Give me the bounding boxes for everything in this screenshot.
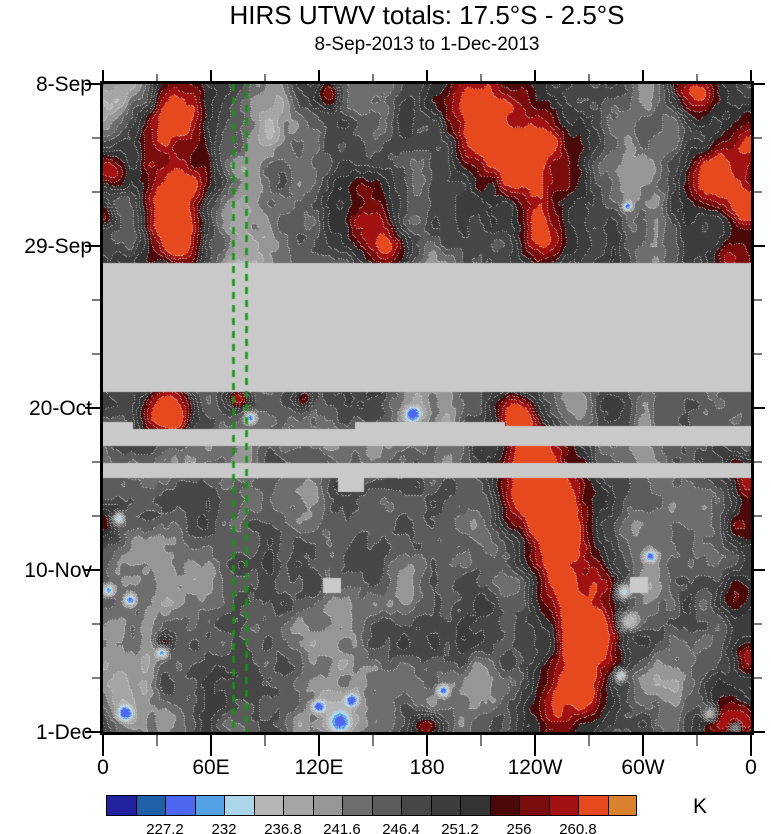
major-tick-mark — [425, 70, 429, 81]
major-tick-mark — [754, 82, 765, 86]
major-tick-mark — [101, 735, 105, 756]
minor-tick-mark — [754, 677, 762, 679]
minor-tick-mark — [588, 74, 590, 81]
colorbar-tick-label: 251.2 — [441, 821, 479, 834]
chart-subtitle: 8-Sep-2013 to 1-Dec-2013 — [314, 34, 540, 55]
major-tick-mark — [641, 70, 645, 81]
minor-tick-mark — [92, 137, 100, 139]
minor-tick-mark — [92, 191, 100, 193]
minor-tick-mark — [754, 623, 762, 625]
major-tick-mark — [85, 730, 100, 734]
major-tick-mark — [533, 70, 537, 81]
colorbar-tick-label: 227.2 — [146, 821, 184, 834]
x-axis-tick-label: 0 — [97, 756, 109, 779]
minor-tick-mark — [264, 74, 266, 81]
major-tick-mark — [209, 735, 213, 756]
minor-tick-mark — [696, 74, 698, 81]
minor-tick-mark — [372, 74, 374, 81]
x-axis-tick-label: 60E — [192, 756, 230, 779]
minor-tick-mark — [156, 74, 158, 81]
x-axis-tick-label: 120W — [507, 756, 563, 779]
colorbar-cell — [106, 795, 137, 816]
colorbar-unit-label: K — [692, 795, 707, 818]
colorbar-tick-label: 232 — [211, 821, 237, 834]
colorbar-cell — [135, 795, 166, 816]
minor-tick-mark — [156, 735, 158, 746]
minor-tick-mark — [92, 515, 100, 517]
colorbar-cell — [548, 795, 579, 816]
colorbar-tick-label: 236.8 — [264, 821, 302, 834]
y-axis-tick-label: 29-Sep — [24, 235, 92, 258]
y-axis-tick-label: 20-Oct — [28, 397, 92, 420]
minor-tick-mark — [372, 735, 374, 746]
colorbar-cell — [489, 795, 520, 816]
y-axis-tick-label: 1-Dec — [35, 721, 92, 744]
x-axis-tick-label: 60W — [621, 756, 665, 779]
minor-tick-mark — [754, 299, 762, 301]
colorbar-cell — [578, 795, 609, 816]
minor-tick-mark — [588, 735, 590, 746]
colorbar-cell — [401, 795, 432, 816]
minor-tick-mark — [754, 353, 762, 355]
minor-tick-mark — [754, 191, 762, 193]
minor-tick-mark — [480, 735, 482, 746]
major-tick-mark — [749, 735, 753, 756]
colorbar-cell — [312, 795, 343, 816]
minor-tick-mark — [754, 515, 762, 517]
chart-title: HIRS UTWV totals: 17.5°S - 2.5°S — [229, 0, 625, 30]
colorbar-cell — [224, 795, 255, 816]
colorbar-tick-label: 246.4 — [382, 821, 420, 834]
colorbar-cell — [607, 795, 637, 816]
colorbar-cell — [194, 795, 225, 816]
major-tick-mark — [533, 735, 537, 756]
colorbar-tick-label: 260.8 — [559, 821, 597, 834]
colorbar — [106, 795, 637, 816]
major-tick-mark — [209, 70, 213, 81]
colorbar-cell — [253, 795, 284, 816]
y-axis-tick-label: 10-Nov — [24, 559, 92, 582]
y-axis-tick-label: 8-Sep — [35, 73, 92, 96]
major-tick-mark — [749, 70, 753, 81]
minor-tick-mark — [92, 461, 100, 463]
major-tick-mark — [754, 730, 765, 734]
major-tick-mark — [317, 735, 321, 756]
x-axis-tick-label: 0 — [745, 756, 757, 779]
colorbar-cell — [165, 795, 196, 816]
colorbar-tick-label: 241.6 — [323, 821, 361, 834]
x-axis-tick-label: 120E — [294, 756, 344, 779]
major-tick-mark — [85, 406, 100, 410]
contour-field-plot — [100, 81, 754, 735]
colorbar-cell — [460, 795, 491, 816]
colorbar-cell — [519, 795, 550, 816]
major-tick-mark — [754, 244, 765, 248]
minor-tick-mark — [754, 461, 762, 463]
colorbar-tick-label: 256 — [506, 821, 532, 834]
major-tick-mark — [317, 70, 321, 81]
major-tick-mark — [754, 568, 765, 572]
major-tick-mark — [85, 244, 100, 248]
minor-tick-mark — [696, 735, 698, 746]
minor-tick-mark — [480, 74, 482, 81]
x-axis-tick-label: 180 — [409, 756, 445, 779]
colorbar-cell — [342, 795, 373, 816]
minor-tick-mark — [92, 353, 100, 355]
colorbar-cell — [283, 795, 314, 816]
major-tick-mark — [425, 735, 429, 756]
minor-tick-mark — [92, 677, 100, 679]
colorbar-cell — [371, 795, 402, 816]
colorbar-cell — [430, 795, 461, 816]
minor-tick-mark — [264, 735, 266, 746]
major-tick-mark — [641, 735, 645, 756]
major-tick-mark — [101, 70, 105, 81]
major-tick-mark — [85, 82, 100, 86]
minor-tick-mark — [92, 299, 100, 301]
minor-tick-mark — [92, 623, 100, 625]
major-tick-mark — [754, 406, 765, 410]
minor-tick-mark — [754, 137, 762, 139]
major-tick-mark — [85, 568, 100, 572]
